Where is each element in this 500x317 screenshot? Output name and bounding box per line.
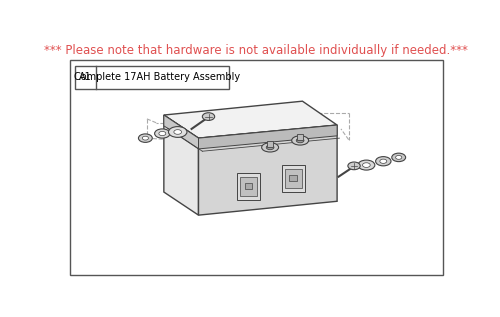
Bar [240, 177, 257, 196]
Ellipse shape [262, 143, 278, 152]
Text: A1: A1 [79, 72, 92, 82]
Bar [297, 134, 303, 140]
Ellipse shape [392, 153, 406, 162]
Ellipse shape [348, 162, 360, 170]
Ellipse shape [142, 136, 148, 140]
Ellipse shape [174, 130, 182, 134]
Bar [290, 175, 297, 181]
Bar [237, 173, 260, 200]
Bar [244, 183, 252, 189]
Text: Complete 17AH Battery Assembly: Complete 17AH Battery Assembly [74, 72, 240, 82]
Polygon shape [198, 125, 337, 149]
Ellipse shape [358, 160, 375, 170]
Ellipse shape [396, 155, 402, 159]
Polygon shape [164, 115, 198, 149]
Text: *** Please note that hardware is not available individually if needed.***: *** Please note that hardware is not ava… [44, 44, 468, 57]
Bar [284, 169, 302, 188]
Ellipse shape [362, 163, 370, 167]
Bar [267, 141, 273, 147]
Ellipse shape [202, 113, 214, 120]
Bar [282, 165, 305, 192]
Bar [74, 66, 229, 89]
Polygon shape [164, 101, 337, 138]
Ellipse shape [380, 159, 387, 163]
Ellipse shape [292, 136, 308, 145]
Ellipse shape [168, 126, 187, 137]
Ellipse shape [138, 134, 152, 142]
Ellipse shape [376, 157, 391, 166]
Ellipse shape [266, 145, 274, 150]
Polygon shape [198, 125, 337, 215]
Bar [70, 60, 442, 275]
Ellipse shape [159, 132, 166, 136]
Ellipse shape [154, 129, 170, 138]
Polygon shape [164, 115, 198, 215]
Ellipse shape [296, 138, 304, 143]
